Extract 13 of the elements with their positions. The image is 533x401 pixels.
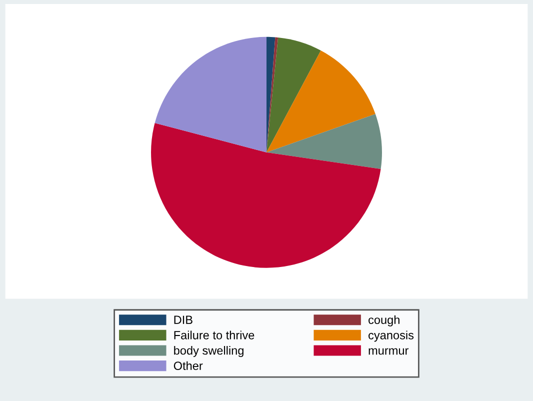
legend-label: Other bbox=[174, 361, 203, 370]
pie-slice bbox=[266, 37, 321, 152]
legend-label: cough bbox=[368, 315, 400, 326]
pie-slice bbox=[266, 114, 382, 170]
legend-label: murmur bbox=[368, 348, 408, 355]
legend-label: Failure to thrive bbox=[174, 330, 254, 340]
pie-slice bbox=[266, 37, 278, 152]
legend-label: DIB bbox=[174, 316, 192, 324]
pie-slice bbox=[154, 36, 266, 152]
pie-slice bbox=[266, 50, 376, 152]
legend-label: body swelling bbox=[174, 346, 244, 358]
legend-label: cyanosis bbox=[368, 330, 414, 342]
pie-slice bbox=[151, 122, 381, 268]
